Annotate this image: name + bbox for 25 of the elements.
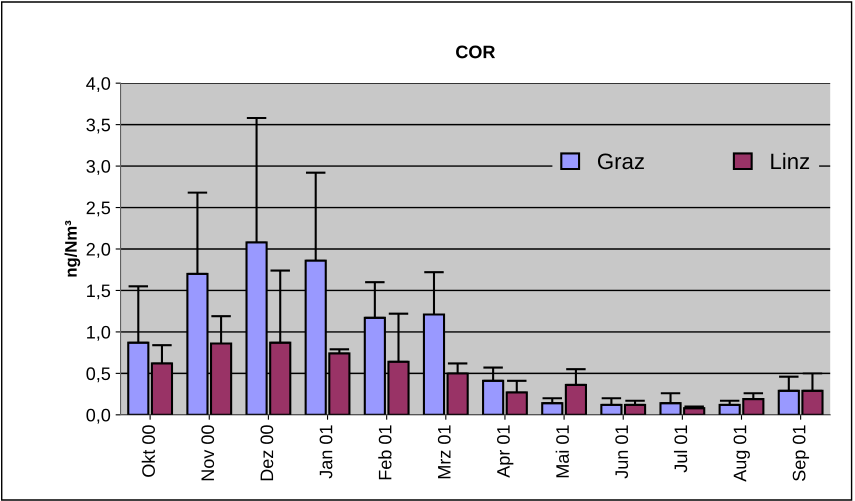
x-tick-label: Okt 00 xyxy=(142,425,155,477)
legend-label: Linz xyxy=(771,152,810,170)
x-tick-label: Dez 00 xyxy=(260,425,274,480)
y-tick-label: 4,0 xyxy=(86,77,110,92)
y-tick-label: 3,0 xyxy=(86,160,110,175)
x-tick-label: Apr 01 xyxy=(497,425,514,478)
y-axis-title: ng/Nm³ xyxy=(64,220,80,277)
y-tick-label: 3,5 xyxy=(86,118,110,134)
y-tick-label: 1,5 xyxy=(87,284,110,300)
y-tick-label: 0,0 xyxy=(86,408,110,424)
chart-title: COR xyxy=(456,46,496,58)
x-tick-label: Mrz 01 xyxy=(438,425,451,478)
legend-label: Graz xyxy=(598,154,644,170)
x-tick-label: Jun 01 xyxy=(615,425,628,478)
x-tick-label: Nov 00 xyxy=(201,425,214,480)
y-tick-label: 1,0 xyxy=(87,326,110,341)
x-tick-label: Mai 01 xyxy=(556,425,569,478)
x-tick-label: Sep 01 xyxy=(792,425,810,481)
x-tick-label: Aug 01 xyxy=(734,425,750,482)
y-tick-label: 0,5 xyxy=(86,367,110,382)
x-tick-label: Jan 01 xyxy=(320,425,332,478)
y-tick-label: 2,5 xyxy=(86,201,110,216)
y-tick-label: 2,0 xyxy=(86,242,110,258)
x-tick-label: Jul 01 xyxy=(674,425,688,472)
x-tick-label: Feb 01 xyxy=(378,425,392,480)
